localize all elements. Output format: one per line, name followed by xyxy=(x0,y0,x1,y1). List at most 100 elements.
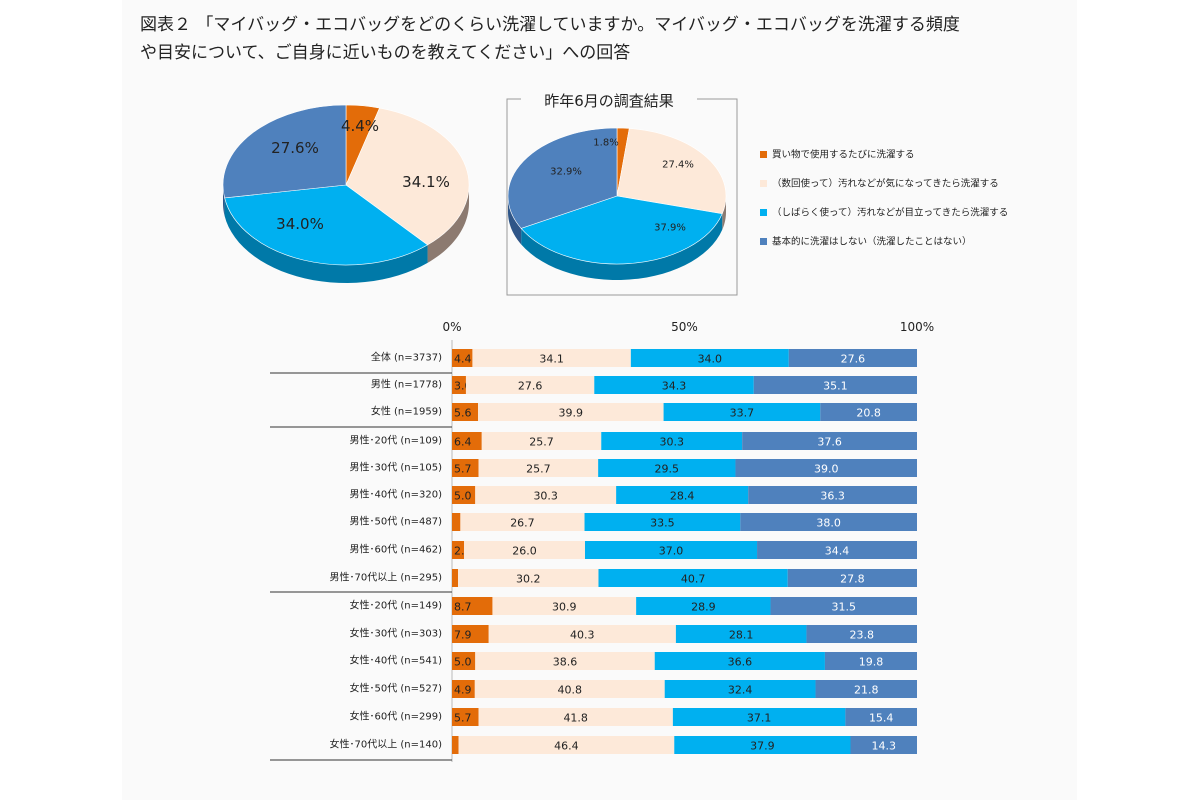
bar-segment-0-2 xyxy=(630,349,789,367)
axis-tick-label-1: 50% xyxy=(671,320,698,334)
bar-value-label-11-2: 36.6 xyxy=(728,656,753,669)
bar-segment-2-2 xyxy=(663,403,821,421)
bar-value-label-0-2: 34.0 xyxy=(698,353,723,366)
bar-value-label-1-1: 27.6 xyxy=(518,380,543,393)
bar-value-label-9-3: 31.5 xyxy=(832,601,857,614)
lastyear-pie-label-3: 32.9% xyxy=(550,167,582,178)
lastyear-pie-label-1: 27.4% xyxy=(662,160,694,171)
row-label-5: 男性･40代 (n=320) xyxy=(349,488,442,501)
bar-value-label-5-3: 36.3 xyxy=(820,490,845,503)
bar-segment-6-0 xyxy=(452,513,461,531)
bar-value-label-10-0: 7.9 xyxy=(454,629,472,642)
bar-value-label-2-3: 20.8 xyxy=(856,407,881,420)
bar-segment-0-0 xyxy=(452,349,473,367)
figure-title-line1: 図表２ 「マイバッグ・エコバッグをどのくらい洗濯していますか。マイバッグ・エコバ… xyxy=(140,15,960,35)
current-pie-label-2: 34.0% xyxy=(276,215,324,233)
row-label-0: 全体 (n=3737) xyxy=(371,351,442,364)
bar-value-label-4-3: 39.0 xyxy=(814,463,839,476)
bar-value-label-0-0: 4.4 xyxy=(454,353,472,366)
bar-segment-7-0 xyxy=(452,541,465,559)
bar-segment-10-3 xyxy=(806,625,917,643)
row-label-14: 女性･70代以上 (n=140) xyxy=(329,738,442,751)
bar-value-label-4-0: 5.7 xyxy=(454,463,472,476)
bar-value-label-13-2: 37.1 xyxy=(747,712,772,725)
bar-value-label-5-0: 5.0 xyxy=(454,490,472,503)
row-label-11: 女性･40代 (n=541) xyxy=(349,654,442,667)
bar-segment-2-1 xyxy=(478,403,664,421)
row-label-10: 女性･30代 (n=303) xyxy=(349,627,442,640)
bar-segment-5-1 xyxy=(475,486,617,504)
legend-label-0: 買い物で使用するたびに洗濯する xyxy=(772,149,915,161)
bar-segment-5-3 xyxy=(748,486,917,504)
legend-swatch-1 xyxy=(760,180,767,187)
bar-segment-11-3 xyxy=(824,652,917,670)
inset-label-bg xyxy=(521,89,697,111)
bar-segment-14-0 xyxy=(452,736,459,754)
row-label-6: 男性･50代 (n=487) xyxy=(349,515,442,528)
bar-value-label-12-0: 4.9 xyxy=(454,684,472,697)
bar-segment-3-0 xyxy=(452,432,482,450)
bar-segment-4-0 xyxy=(452,459,479,477)
lastyear-pie-label-2: 37.9% xyxy=(654,223,686,234)
bar-value-label-10-2: 28.1 xyxy=(729,629,754,642)
bar-value-label-3-3: 37.6 xyxy=(817,436,842,449)
row-label-9: 女性･20代 (n=149) xyxy=(349,599,442,612)
bar-value-label-3-2: 30.3 xyxy=(659,436,684,449)
bar-value-label-8-2: 40.7 xyxy=(681,573,706,586)
bar-value-label-7-1: 26.0 xyxy=(512,545,537,558)
bar-segment-13-1 xyxy=(478,708,673,726)
bar-segment-3-1 xyxy=(481,432,602,450)
bar-value-label-7-3: 34.4 xyxy=(825,545,850,558)
bar-segment-11-1 xyxy=(475,652,655,670)
bar-segment-9-3 xyxy=(770,597,917,615)
bar-value-label-4-1: 25.7 xyxy=(526,463,551,476)
bar-value-label-1-2: 34.3 xyxy=(662,380,687,393)
bar-value-label-9-1: 30.9 xyxy=(552,601,577,614)
bar-value-label-10-3: 23.8 xyxy=(849,629,874,642)
bar-segment-7-2 xyxy=(584,541,758,559)
bar-segment-7-3 xyxy=(757,541,917,559)
bar-value-label-2-2: 33.7 xyxy=(730,407,755,420)
lastyear-pie-slice-3 xyxy=(507,127,618,229)
bar-segment-10-2 xyxy=(675,625,807,643)
bar-segment-1-2 xyxy=(594,376,754,394)
bar-segment-13-0 xyxy=(452,708,479,726)
bar-value-label-11-1: 38.6 xyxy=(553,656,578,669)
bar-segment-9-0 xyxy=(452,597,493,615)
lastyear-pie-slice-1 xyxy=(616,128,727,215)
row-label-13: 女性･60代 (n=299) xyxy=(349,710,442,723)
bar-value-label-14-3: 14.3 xyxy=(872,740,897,753)
bar-segment-13-2 xyxy=(672,708,846,726)
row-label-2: 女性 (n=1959) xyxy=(371,405,442,418)
current-pie-label-3: 27.6% xyxy=(271,139,319,157)
current-pie-side-1 xyxy=(427,185,469,263)
bar-segment-3-2 xyxy=(601,432,743,450)
legend-label-3: 基本的に洗濯はしない（洗濯したことはない） xyxy=(772,236,972,248)
bar-value-label-8-1: 30.2 xyxy=(516,573,541,586)
bar-value-label-3-0: 6.4 xyxy=(454,436,472,449)
row-label-4: 男性･30代 (n=105) xyxy=(349,461,442,474)
bar-value-label-2-1: 39.9 xyxy=(559,407,584,420)
bar-value-label-14-2: 37.9 xyxy=(750,740,775,753)
inset-label: 昨年6月の調査結果 xyxy=(544,92,674,110)
bar-value-label-5-2: 28.4 xyxy=(670,490,695,503)
bar-segment-7-1 xyxy=(464,541,585,559)
bar-value-label-6-3: 38.0 xyxy=(816,517,841,530)
bar-segment-14-1 xyxy=(458,736,675,754)
bar-segment-13-3 xyxy=(845,708,917,726)
bar-segment-8-3 xyxy=(787,569,917,587)
bar-segment-5-2 xyxy=(616,486,749,504)
bar-segment-2-0 xyxy=(452,403,479,421)
lastyear-pie-side-2 xyxy=(521,213,723,280)
bar-value-label-14-1: 46.4 xyxy=(554,740,579,753)
bar-segment-12-1 xyxy=(474,680,665,698)
bar-value-label-12-3: 21.8 xyxy=(854,684,879,697)
bar-segment-2-3 xyxy=(820,403,917,421)
bar-segment-0-3 xyxy=(788,349,917,367)
bar-value-label-13-3: 15.4 xyxy=(869,712,894,725)
bar-segment-11-2 xyxy=(654,652,825,670)
bar-value-label-6-1: 26.7 xyxy=(510,517,535,530)
bar-segment-6-1 xyxy=(460,513,585,531)
bar-value-label-12-2: 32.4 xyxy=(728,684,753,697)
bar-value-label-0-3: 27.6 xyxy=(841,353,866,366)
